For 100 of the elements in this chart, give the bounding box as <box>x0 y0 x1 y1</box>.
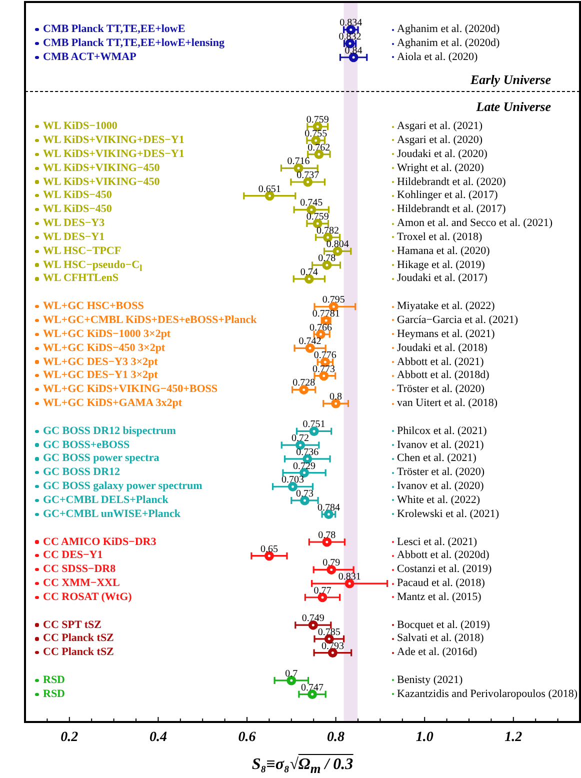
y-tick-label: WL+GC KiDS+VIKING−450+BOSS <box>43 383 218 396</box>
y-tick-label: WL+GC KiDS−450 3×2pt <box>43 342 166 355</box>
y-tick-label: CC ROSAT (WtG) <box>43 590 132 604</box>
y-tick-label: CMB Planck TT,TE,EE+lowE+lensing <box>43 37 224 50</box>
data-label: 0.747 <box>301 682 324 694</box>
y-tick-label: WL KiDS−450 <box>43 189 112 202</box>
data-label: 0.795 <box>322 294 345 306</box>
y2-tick-label: Heymans et al. (2021) <box>397 328 495 341</box>
y-tick-label: GC BOSS power spectra <box>43 452 160 466</box>
y2-tick-label: Ivanov et al. (2020) <box>397 480 484 494</box>
y-tick-label: CC Planck tSZ <box>43 646 114 660</box>
data-label: 0.834 <box>340 18 362 29</box>
y2-tick-label: Hildebrandt et al. (2017) <box>397 203 506 216</box>
data-label: 0.759 <box>306 212 329 223</box>
x-tick-label: 1.2 <box>504 730 522 746</box>
annotation: Late Universe <box>476 99 551 114</box>
y2-tick-label: Abbott et al. (2018d) <box>397 369 490 382</box>
y-tick-label: WL+GC DES−Y1 3×2pt <box>43 369 158 382</box>
data-label: 0.716 <box>287 156 310 168</box>
y-tick-label: RSD <box>43 688 66 701</box>
y-tick-label: WL+GC DES−Y3 3×2pt <box>43 356 158 368</box>
y-tick-label: WL HSC−pseudo−C$_{l}$ <box>43 258 142 273</box>
y-tick-label: WL DES−Y3 <box>43 217 105 230</box>
y-tick-label: CC DES−Y1 <box>43 549 103 562</box>
y2-tick-label: Hamana et al. (2020) <box>397 244 490 258</box>
y2-tick-label: Costanzi et al. (2019) <box>397 563 492 576</box>
y2-tick-label: Benisty (2021) <box>397 674 463 687</box>
y-tick-label: WL HSC−TPCF <box>43 244 122 258</box>
y-tick-label: WL KiDS+VIKING+DES−Y1 <box>43 148 184 161</box>
data-label: 0.749 <box>302 613 324 624</box>
y-tick-label: GC BOSS+eBOSS <box>43 438 130 452</box>
data-label: 0.793 <box>321 640 344 652</box>
y2-tick-label: Troxel et al. (2018) <box>397 230 482 244</box>
x-tick-label: 0.4 <box>149 730 167 746</box>
x-tick-label: 1.0 <box>416 730 434 746</box>
y2-tick-label: Aghanim et al. (2020d) <box>397 37 500 50</box>
y2-tick-label: Tröster et al. (2020) <box>397 383 485 396</box>
y2-tick-label: Philcox et al. (2021) <box>397 424 487 438</box>
y-tick-label: WL KiDS+VIKING+DES−Y1 <box>43 134 184 147</box>
y-tick-label: GC+CMBL DELS+Planck <box>43 494 168 507</box>
data-label: 0.751 <box>302 419 326 430</box>
data-label: 0.84 <box>344 45 362 56</box>
data-label: 0.784 <box>317 502 340 514</box>
data-label: 0.65 <box>260 544 278 555</box>
y-tick-label: CMB Planck TT,TE,EE+lowE <box>43 23 186 36</box>
y2-tick-label: Aiola et al. (2020) <box>397 50 478 64</box>
y2-tick-label: Chen et al. (2021) <box>397 452 476 466</box>
data-label: 0.7 <box>285 668 298 680</box>
y2-tick-label: Krolewski et al. (2021) <box>397 508 500 521</box>
data-label: 0.7781 <box>312 308 340 320</box>
data-label: 0.736 <box>296 446 319 458</box>
y-tick-label: WL KiDS+VIKING−450 <box>43 162 160 175</box>
y2-tick-label: Joudaki et al. (2018) <box>397 342 488 355</box>
data-label: 0.79 <box>322 558 340 569</box>
data-label: 0.703 <box>281 474 304 486</box>
y2-tick-label: Miyatake et al. (2022) <box>397 300 495 314</box>
data-label: 0.8 <box>330 392 342 403</box>
y2-tick-label: Abbott et al. (2021) <box>397 356 484 368</box>
y-tick-label: RSD <box>43 674 66 687</box>
y2-tick-label: García−Garcia et al. (2021) <box>397 314 518 327</box>
data-label: 0.651 <box>258 184 281 195</box>
y2-tick-label: Abbott et al. (2020d) <box>397 549 490 562</box>
y-tick-label: WL KiDS−1000 <box>43 120 118 134</box>
data-label: 0.759 <box>306 114 329 126</box>
data-label: 0.831 <box>338 572 361 583</box>
y2-tick-label: Salvati et al. (2018) <box>397 632 484 646</box>
data-label: 0.832 <box>338 32 362 43</box>
y-tick-label: WL+GC KiDS−1000 3×2pt <box>43 328 171 341</box>
y2-tick-label: Joudaki et al. (2017) <box>397 272 488 286</box>
y2-tick-label: Mantz et al. (2015) <box>397 590 482 604</box>
y2-tick-label: Wright et al. (2020) <box>397 162 484 175</box>
y-tick-label: CC Planck tSZ <box>43 632 114 646</box>
x-axis-title: S₈≡σ₈√Ω$_{m}$ / 0.3 <box>252 755 354 778</box>
y2-tick-label: Kohlinger et al. (2017) <box>397 189 498 202</box>
y2-tick-label: Tröster et al. (2020) <box>397 466 485 480</box>
y-tick-label: WL KiDS−450 <box>43 203 112 216</box>
data-label: 0.78 <box>318 253 336 264</box>
y-tick-label: WL+GC KiDS+GAMA 3x2pt <box>43 397 182 410</box>
y2-tick-label: Asgari et al. (2021) <box>397 120 483 134</box>
y2-tick-label: Kazantzidis and Perivolaropoulos (2018) <box>397 688 578 701</box>
y-tick-label: WL+GC HSC+BOSS <box>43 300 144 314</box>
y-tick-label: GC BOSS galaxy power spectrum <box>43 480 202 494</box>
y-tick-label: WL CFHTLenS <box>43 272 118 286</box>
data-label: 0.729 <box>293 460 316 472</box>
data-label: 0.72 <box>292 433 310 444</box>
x-tick-label: 0.6 <box>238 730 256 746</box>
data-label: 0.77 <box>314 585 332 596</box>
data-label: 0.773 <box>312 364 336 375</box>
data-label: 0.737 <box>296 170 320 181</box>
data-label: 0.728 <box>292 378 316 389</box>
data-label: 0.742 <box>298 336 322 348</box>
annotation: Early Universe <box>470 72 551 87</box>
data-label: 0.74 <box>300 266 318 278</box>
data-label: 0.745 <box>300 198 323 209</box>
y-tick-label: WL KiDS+VIKING−450 <box>43 176 160 188</box>
data-label: 0.782 <box>316 225 340 236</box>
x-tick-label: 0.8 <box>327 730 345 746</box>
y-tick-label: GC BOSS DR12 bispectrum <box>43 424 176 438</box>
y-tick-label: WL+GC+CMBL KiDS+DES+eBOSS+Planck <box>43 314 257 327</box>
y2-tick-label: White et al. (2022) <box>397 494 480 507</box>
